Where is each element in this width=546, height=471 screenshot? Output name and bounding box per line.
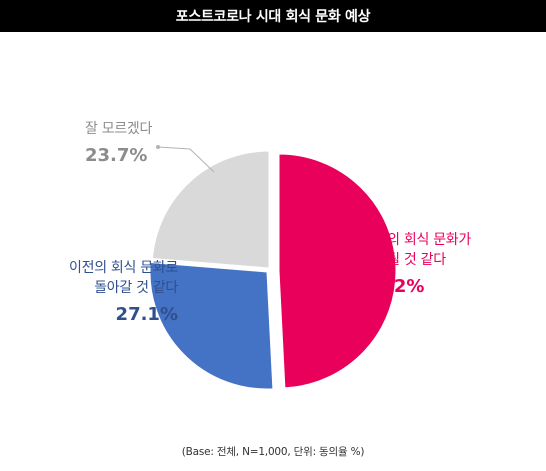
slice-label-current-culture: 지금의 회식 문화가 정착될 것 같다 49.2% — [362, 230, 471, 297]
slice-label-unsure-line1: 잘 모르겠다 — [85, 121, 153, 137]
slice-label-current-culture-line1: 지금의 회식 문화가 — [362, 232, 471, 248]
slice-label-current-culture-line2: 정착될 것 같다 — [362, 252, 446, 268]
pie-slice-unsure — [151, 150, 270, 269]
slice-label-previous-culture: 이전의 회식 문화로 돌아갈 것 같다 27.1% — [69, 258, 178, 325]
slice-value-current-culture: 49.2% — [362, 276, 425, 297]
slice-label-unsure: 잘 모르겠다 23.7% — [85, 119, 152, 166]
pie-slice-current-culture — [278, 153, 397, 389]
pie-slice-previous-culture — [149, 261, 274, 390]
slice-label-previous-culture-line1: 이전의 회식 문화로 — [69, 260, 178, 276]
footnote: (Base: 전체, N=1,000, 단위: 동의율 %) — [181, 446, 365, 458]
leader-line-unsure — [157, 146, 215, 173]
slice-label-previous-culture-line2: 돌아갈 것 같다 — [94, 280, 178, 296]
chart-title: 포스트코로나 시대 회식 문화 예상 — [175, 9, 371, 25]
leader-dot-unsure — [156, 145, 160, 149]
slice-value-unsure: 23.7% — [85, 145, 148, 166]
slice-value-previous-culture: 27.1% — [115, 304, 178, 325]
title-bar: 포스트코로나 시대 회식 문화 예상 — [0, 0, 546, 32]
